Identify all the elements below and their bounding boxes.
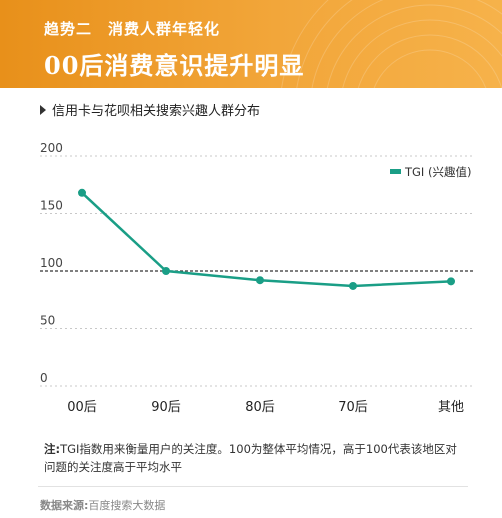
legend-label: TGI (兴趣值) [404, 165, 471, 179]
footnote-label: 注: [44, 442, 61, 456]
banner-decoration [281, 0, 502, 88]
source-text: 百度搜索大数据 [88, 499, 166, 512]
y-tick-label: 100 [40, 256, 63, 270]
legend-swatch [390, 169, 401, 174]
y-tick-label: 200 [40, 141, 63, 155]
x-tick-label: 其他 [438, 400, 464, 415]
data-point [447, 277, 455, 286]
y-tick-label: 0 [40, 371, 48, 385]
data-point [162, 267, 170, 275]
data-point [256, 276, 264, 285]
play-arrow-icon [40, 104, 46, 115]
source-label: 数据来源: [40, 499, 89, 512]
y-tick-label: 50 [40, 314, 55, 328]
x-tick-label: 00后 [67, 400, 97, 415]
footnote: 注:TGI指数用来衡量用户的关注度。100为整体平均情况，高于100代表该地区对… [44, 440, 464, 476]
chart-heading-text: 信用卡与花呗相关搜索兴趣人群分布 [52, 104, 261, 119]
data-point [349, 281, 357, 290]
y-tick-label: 150 [40, 199, 63, 213]
x-tick-label: 70后 [338, 400, 368, 415]
x-tick-label: 80后 [245, 400, 275, 415]
line-chart: 0 50 100 150 200 00后 90后 80后 70后 其他 TGI (兴趣值) [40, 141, 474, 415]
header-banner: 趋势二 消费人群年轻化 00后消费意识提升明显 [0, 0, 502, 88]
footnote-text: TGI指数用来衡量用户的关注度。100为整体平均情况，高于100代表该地区对问题… [44, 442, 457, 474]
chart-heading: 信用卡与花呗相关搜索兴趣人群分布 [40, 100, 260, 119]
data-point [78, 188, 86, 197]
header-title: 00后消费意识提升明显 [44, 51, 305, 80]
series-line [81, 191, 452, 288]
data-source: 数据来源:百度搜索大数据 [40, 497, 165, 513]
header-subtitle: 趋势二 消费人群年轻化 [44, 20, 221, 38]
footer-divider [38, 486, 468, 487]
x-tick-label: 90后 [151, 400, 181, 415]
